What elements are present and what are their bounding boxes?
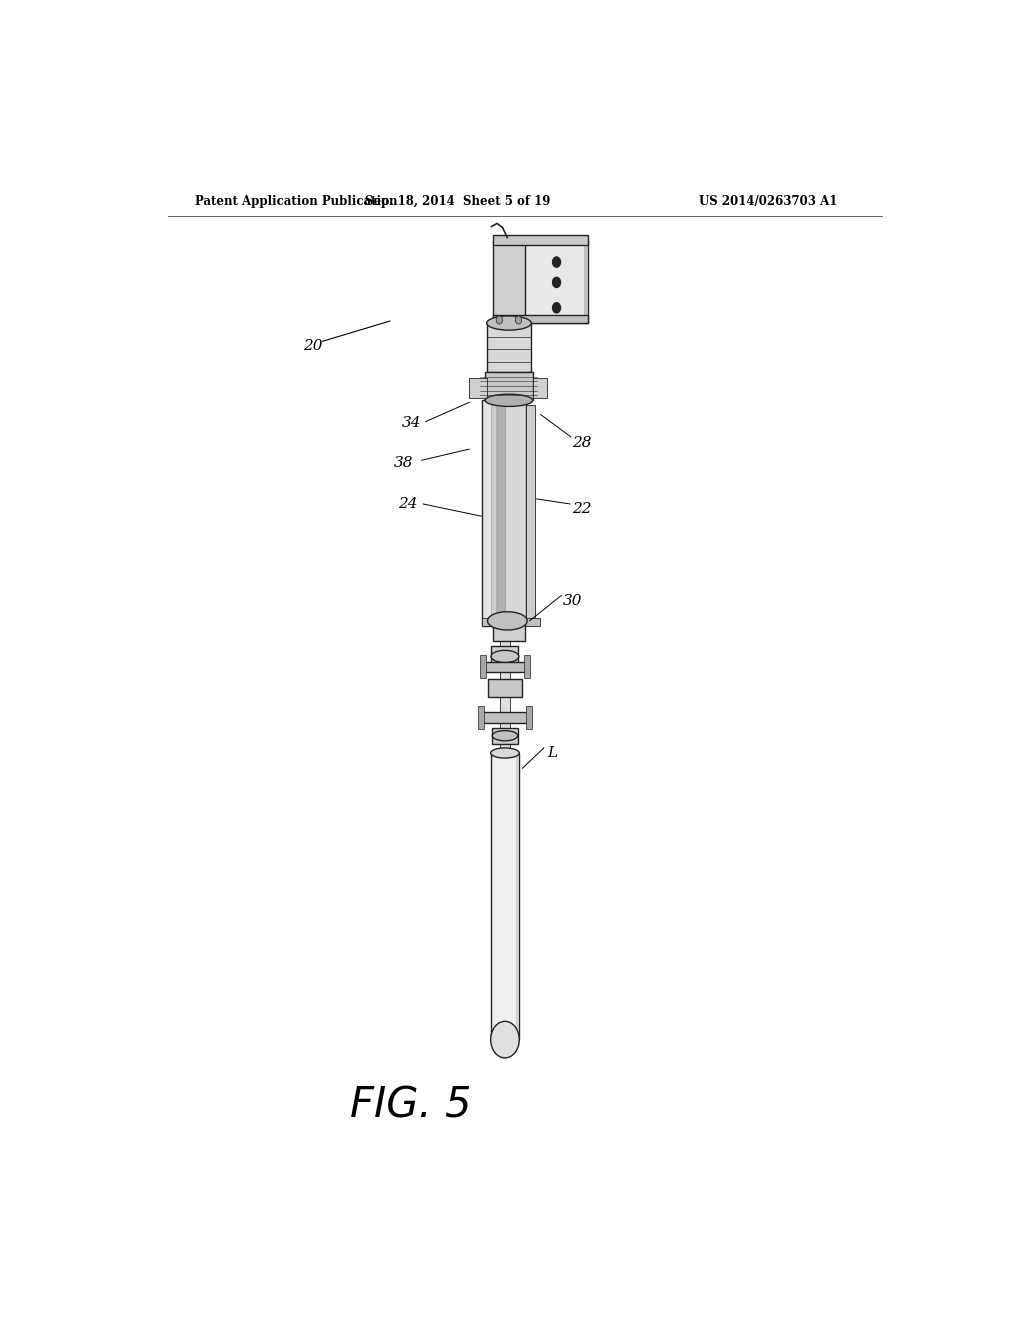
Bar [485,372,532,400]
Bar [532,378,547,399]
Text: 30: 30 [563,594,583,607]
Bar [492,405,497,615]
Text: 20: 20 [303,339,323,354]
Bar [493,727,518,744]
Bar [494,315,588,323]
Bar [486,323,531,372]
Ellipse shape [485,395,532,407]
Ellipse shape [490,1022,519,1057]
Text: Sep. 18, 2014  Sheet 5 of 19: Sep. 18, 2014 Sheet 5 of 19 [365,194,550,207]
Bar [497,400,505,626]
Bar [494,623,524,642]
Bar [490,752,519,1040]
Text: FIG. 5: FIG. 5 [350,1085,472,1127]
Bar [478,706,484,729]
Bar [492,647,518,667]
Ellipse shape [487,611,527,630]
Text: US 2014/0263703 A1: US 2014/0263703 A1 [699,194,838,207]
Circle shape [553,302,560,313]
Ellipse shape [493,731,518,741]
Bar [525,706,531,729]
Text: 28: 28 [572,436,592,450]
Text: L: L [547,746,557,760]
Circle shape [497,315,503,325]
Bar [482,661,527,672]
Bar [487,678,522,697]
Bar [524,656,530,677]
Text: 34: 34 [401,416,421,430]
Bar [494,240,524,323]
Text: 22: 22 [572,502,592,516]
Bar [482,618,540,626]
Circle shape [553,257,560,267]
Bar [500,631,510,752]
Circle shape [515,315,521,325]
Bar [502,400,525,626]
Ellipse shape [492,651,519,663]
Bar [494,235,588,244]
Bar [516,752,519,1040]
Text: 38: 38 [394,457,414,470]
Bar [482,400,502,626]
Ellipse shape [486,315,531,330]
Bar [479,656,486,677]
Bar [481,713,528,722]
Text: Patent Application Publication: Patent Application Publication [196,194,398,207]
Bar [584,240,588,323]
Bar [521,240,588,323]
Circle shape [553,277,560,288]
Ellipse shape [490,748,519,758]
Bar [469,378,486,399]
Bar [525,405,536,620]
Text: 24: 24 [397,496,418,511]
